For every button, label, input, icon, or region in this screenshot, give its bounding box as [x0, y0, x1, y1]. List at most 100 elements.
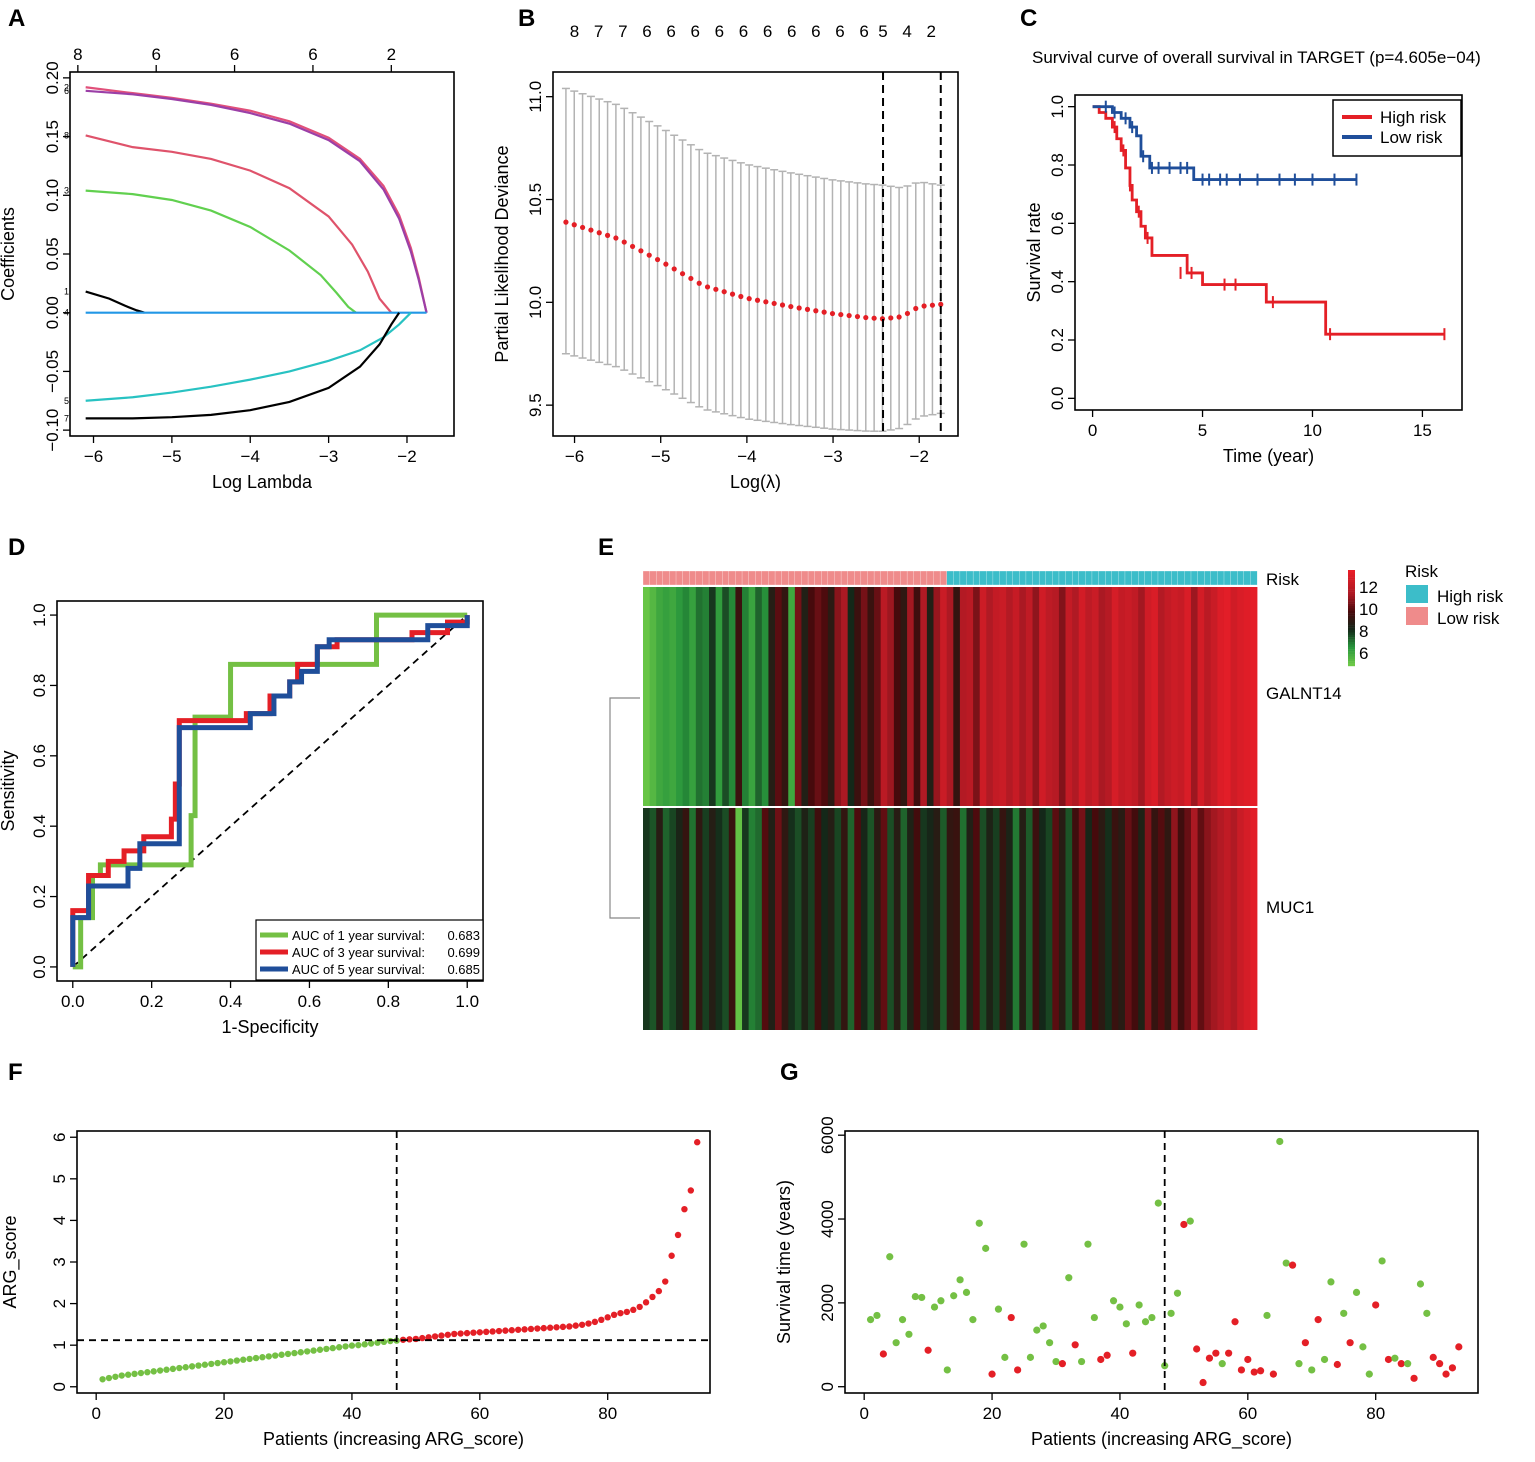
top-tick-label: 5: [878, 22, 887, 41]
heatmap-cell-galnt14: [847, 587, 855, 806]
heatmap-cell-galnt14: [1025, 587, 1033, 806]
risk-annotation-cell: [867, 570, 875, 586]
score-point: [361, 1341, 368, 1348]
deviance-point: [813, 308, 819, 314]
risk-annotation-cell: [986, 570, 994, 586]
score-point: [534, 1325, 541, 1332]
score-point: [335, 1344, 343, 1351]
risk-annotation-cell: [748, 570, 756, 586]
survival-point: [1129, 1349, 1137, 1357]
heatmap-cell-galnt14: [900, 587, 908, 806]
dendrogram: [609, 697, 640, 919]
heatmap-cell-galnt14: [953, 587, 961, 806]
score-point: [252, 1354, 260, 1362]
top-tick-label: 6: [811, 22, 820, 41]
score-point: [240, 1356, 247, 1363]
row-label: MUC1: [1266, 898, 1314, 917]
heatmap-cell-galnt14: [1223, 587, 1231, 806]
y-tick-label: 1: [50, 1340, 69, 1349]
x-tick-label: 0.4: [219, 992, 243, 1011]
y-tick-label: 1.0: [1048, 95, 1067, 119]
heatmap-cell-muc1: [1118, 808, 1126, 1030]
color-scale-step: [1348, 572, 1355, 575]
color-scale-step: [1348, 637, 1355, 640]
heatmap-cell-galnt14: [887, 587, 895, 806]
score-point: [668, 1252, 675, 1259]
x-tick-label: −5: [162, 447, 181, 466]
survival-point: [1378, 1257, 1386, 1265]
survival-point: [1365, 1370, 1373, 1378]
coef-path-7: [85, 312, 401, 420]
legend-label: AUC of 1 year survival:: [292, 928, 425, 943]
score-point: [662, 1278, 669, 1285]
heatmap-cell-galnt14: [781, 587, 789, 806]
heatmap-cell-muc1: [1124, 808, 1132, 1030]
deviance-point: [663, 261, 669, 267]
risk-annotation-cell: [1078, 570, 1086, 586]
heatmap-cell-muc1: [1243, 808, 1251, 1030]
survival-point: [1314, 1316, 1322, 1324]
heatmap-cell-muc1: [1230, 808, 1238, 1030]
heatmap-cell-galnt14: [1052, 587, 1060, 806]
risk-annotation-cell: [715, 570, 723, 586]
heatmap-cell-muc1: [1223, 808, 1231, 1030]
risk-annotation-cell: [1237, 570, 1245, 586]
top-tick-label: 7: [618, 22, 627, 41]
score-point: [476, 1329, 484, 1336]
heatmap-cell-galnt14: [1131, 587, 1139, 806]
y-axis-label: Partial Likelihood Deviance: [492, 145, 512, 362]
heatmap-cell-muc1: [854, 808, 862, 1030]
survival-point: [950, 1292, 958, 1300]
survival-point: [1001, 1353, 1009, 1361]
deviance-point: [654, 256, 661, 263]
score-point: [124, 1371, 132, 1378]
panel-letter-C: C: [1020, 5, 1037, 32]
risk-annotation-cell: [1131, 570, 1139, 586]
risk-annotation-cell: [953, 570, 961, 586]
top-tick-label: 6: [763, 22, 772, 41]
score-point: [265, 1353, 273, 1360]
x-axis-label: Time (year): [1223, 446, 1314, 466]
risk-annotation-cell: [1052, 570, 1060, 586]
heatmap-cell-muc1: [695, 808, 703, 1030]
heatmap-cell-muc1: [959, 808, 967, 1030]
plot-frame-C: [1074, 94, 1463, 411]
heatmap-cell-galnt14: [1091, 587, 1099, 806]
heatmap-cell-galnt14: [676, 587, 684, 806]
heatmap-cell-galnt14: [940, 587, 948, 806]
heatmap-cell-muc1: [788, 808, 796, 1030]
score-point: [559, 1323, 567, 1331]
heatmap-cell-galnt14: [946, 587, 954, 806]
risk-annotation-cell: [728, 570, 736, 586]
deviance-point: [721, 289, 727, 295]
score-point: [233, 1357, 241, 1364]
heatmap-cell-muc1: [709, 808, 717, 1030]
score-point: [451, 1330, 458, 1338]
heatmap-cell-muc1: [1006, 808, 1014, 1030]
top-tick-label: 6: [308, 45, 317, 64]
survival-point: [1295, 1360, 1303, 1368]
survival-point: [1257, 1367, 1265, 1375]
heatmap-cell-muc1: [1012, 808, 1020, 1030]
score-point: [694, 1139, 701, 1146]
x-tick-label: 0: [91, 1404, 100, 1423]
color-scale-step: [1348, 639, 1355, 643]
deviance-point: [779, 302, 786, 308]
risk-annotation-cell: [1250, 570, 1258, 586]
survival-point: [1301, 1339, 1309, 1347]
score-point: [431, 1333, 439, 1340]
deviance-point: [713, 286, 719, 292]
x-tick-label: −4: [241, 447, 260, 466]
heatmap-cell-galnt14: [999, 587, 1007, 806]
heatmap-cell-galnt14: [973, 587, 981, 806]
heatmap-cell-muc1: [1184, 808, 1192, 1030]
risk-annotation-cell: [1105, 570, 1113, 586]
score-point: [99, 1376, 106, 1383]
risk-annotation-cell: [669, 570, 677, 586]
y-tick-label: 11.0: [526, 81, 545, 113]
survival-point: [873, 1311, 881, 1320]
color-scale-step: [1348, 610, 1355, 614]
heatmap-cell-galnt14: [874, 587, 882, 806]
risk-annotation-cell: [1184, 570, 1192, 586]
deviance-point: [629, 243, 636, 250]
